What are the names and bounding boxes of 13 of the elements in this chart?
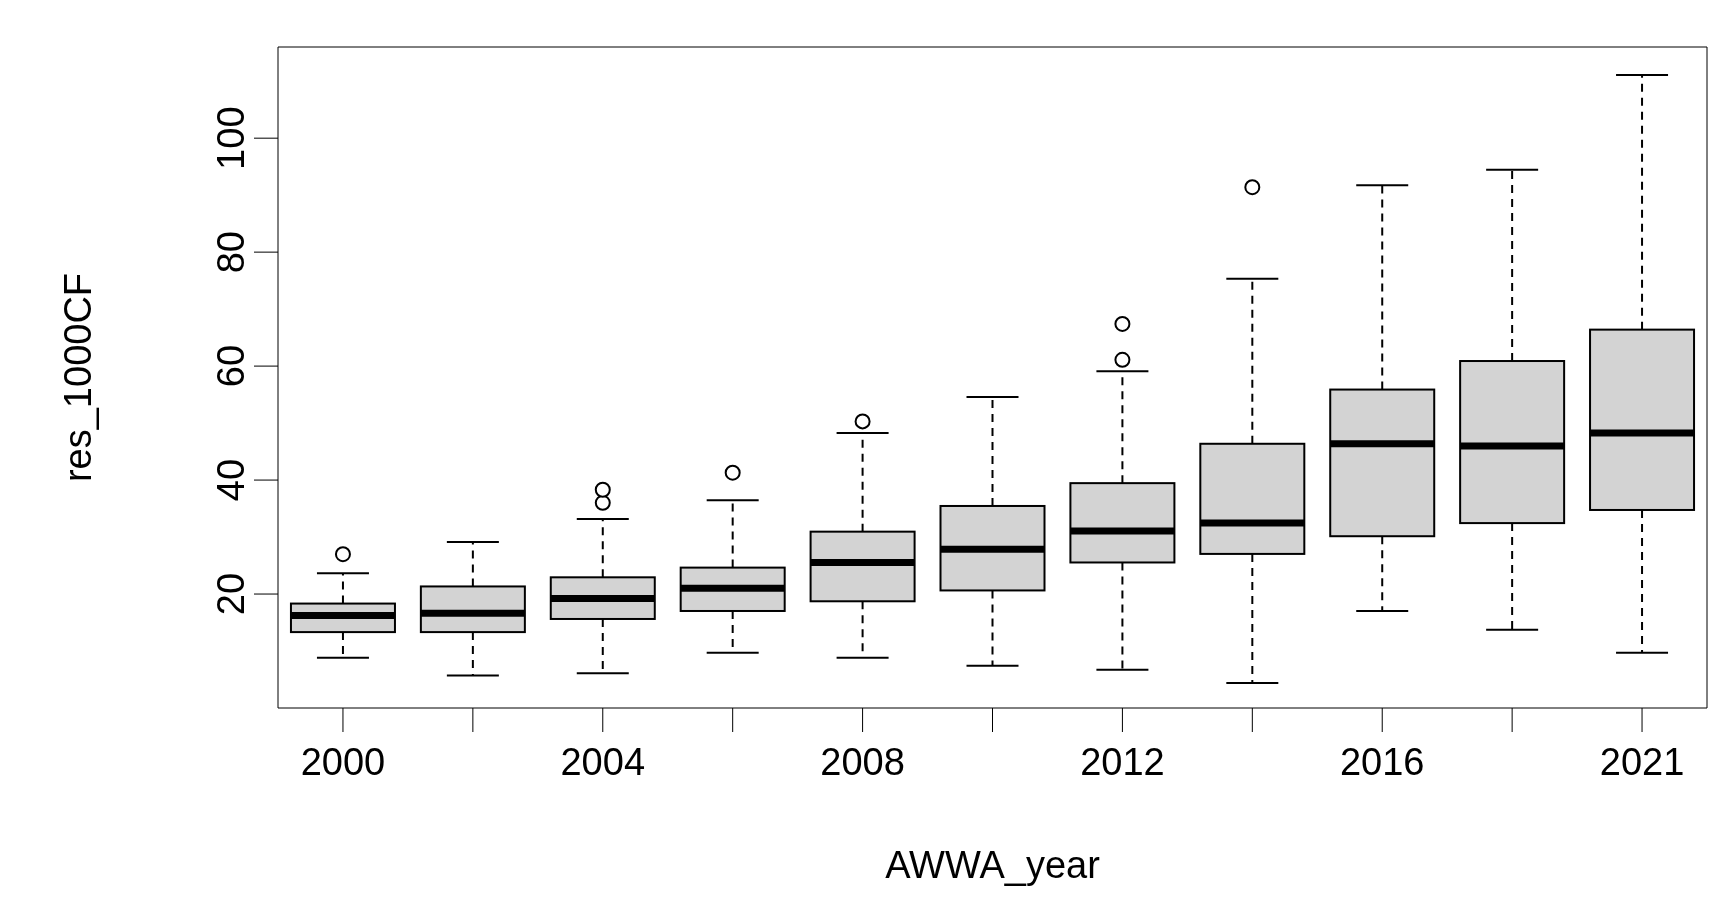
y-axis-title: res_1000CF xyxy=(57,272,100,483)
x-tick-label: 2016 xyxy=(1339,740,1425,783)
x-axis-title: AWWA_year xyxy=(885,844,1101,886)
x-tick-label: 2008 xyxy=(820,740,905,783)
x-tick-label: 2021 xyxy=(1599,740,1685,783)
x-tick-label: 2012 xyxy=(1080,740,1165,783)
x-tick-label: 2004 xyxy=(560,740,646,783)
x-tick-label: 2000 xyxy=(300,740,386,783)
y-tick-label: 100 xyxy=(210,106,252,170)
y-tick-label: 60 xyxy=(210,344,252,388)
y-tick-label: 80 xyxy=(210,231,252,274)
y-tick-label: 40 xyxy=(210,458,252,502)
y-tick-label: 20 xyxy=(210,572,252,616)
